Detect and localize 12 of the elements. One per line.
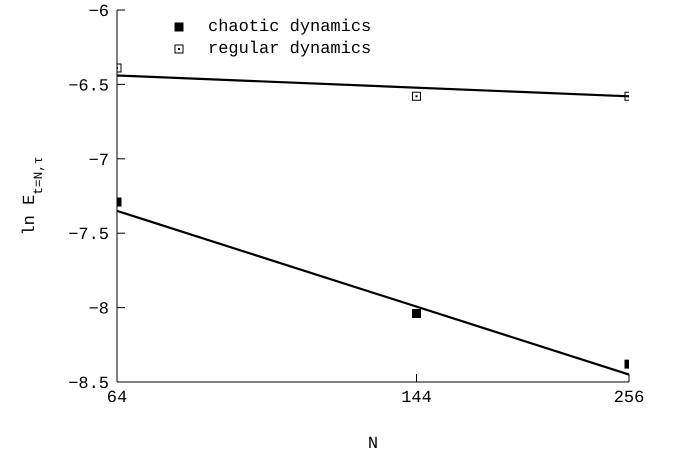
y-tick-label: −6 [88, 3, 109, 22]
y-tick-label: −6.5 [68, 77, 109, 96]
x-tick-label: 144 [401, 389, 432, 408]
y-tick-label: −8.5 [68, 375, 109, 394]
x-axis-title: N [368, 435, 378, 452]
legend-label: chaotic dynamics [208, 18, 372, 36]
y-tick-label: −7 [88, 152, 109, 171]
x-tick-label: 64 [106, 389, 128, 408]
x-tick-label: 256 [614, 389, 644, 408]
y-tick-label: −8 [88, 300, 109, 320]
legend-label: regular dynamics [208, 40, 372, 58]
y-tick-label: −7.5 [68, 226, 109, 246]
